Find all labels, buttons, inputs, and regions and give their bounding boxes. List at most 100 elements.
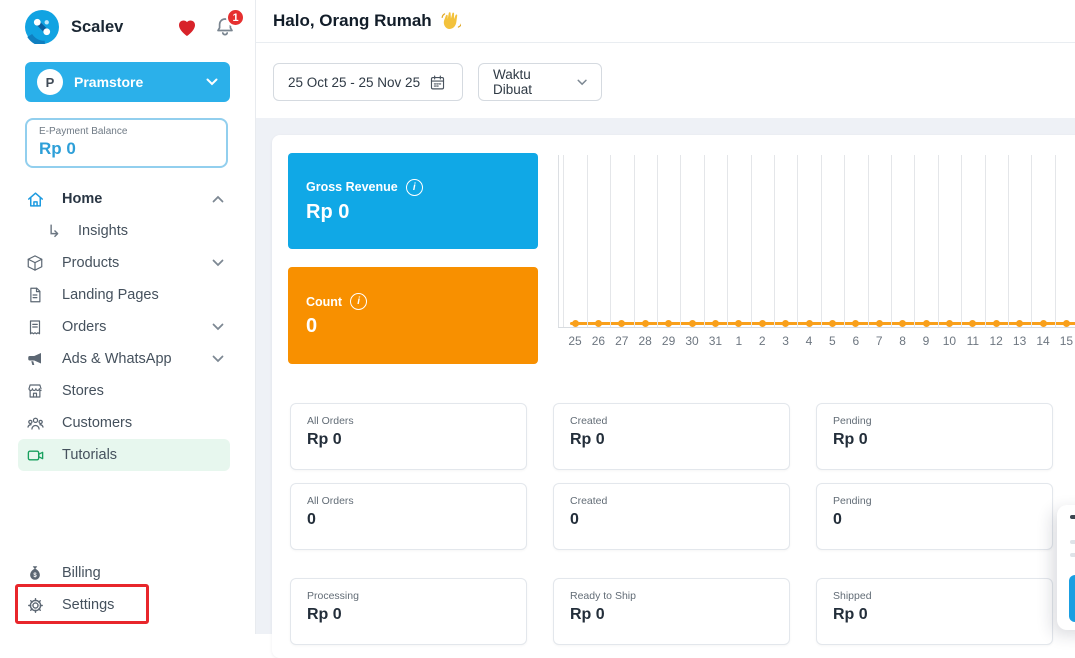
chart-gridline	[1031, 155, 1033, 327]
chart-x-tick-label: 1	[735, 334, 743, 348]
chart-x-tick-label: 10	[942, 334, 957, 348]
toolbar: 25 Oct 25 - 25 Nov 25 Waktu Dibuat	[256, 43, 1075, 118]
sidebar-item-ads-whatsapp[interactable]: Ads & WhatsApp	[0, 343, 256, 375]
chart-x-tick-label: 15	[1059, 334, 1074, 348]
gear-icon	[25, 595, 45, 615]
workspace-selector[interactable]: P Pramstore	[25, 62, 230, 102]
sidebar-item-orders[interactable]: Orders	[0, 311, 256, 343]
time-filter-dropdown[interactable]: Waktu Dibuat	[478, 63, 602, 101]
popup-text-placeholder	[1070, 540, 1075, 544]
epayment-value: Rp 0	[39, 139, 76, 158]
heart-icon[interactable]	[175, 15, 199, 39]
chart-x-tick-label: 26	[591, 334, 606, 348]
chart-x-tick-label: 3	[782, 334, 789, 348]
sidebar-item-tutorials[interactable]: Tutorials	[18, 439, 230, 471]
sidebar-nav: Home ↳ Insights Products Landing Pages	[0, 183, 256, 471]
sidebar-item-customers[interactable]: Customers	[0, 407, 256, 439]
chart-zero-line	[570, 322, 1075, 325]
chart-data-point	[828, 320, 836, 327]
chart-gridline	[750, 155, 752, 327]
stat-card-created-revenue[interactable]: Created Rp 0	[553, 403, 790, 470]
chart-gridline	[914, 155, 916, 327]
time-filter-label: Waktu Dibuat	[493, 67, 533, 97]
chart-gridline	[656, 155, 658, 327]
megaphone-icon	[25, 349, 45, 369]
stat-card-all-orders-count[interactable]: All Orders 0	[290, 483, 527, 550]
chart-data-point	[992, 320, 1000, 327]
chart-x-tick-label: 27	[615, 334, 629, 348]
count-card[interactable]: Count i 0	[288, 267, 538, 364]
chart-x-tick-label: 30	[685, 334, 699, 348]
chart-gridline	[797, 155, 799, 327]
stat-card-created-count[interactable]: Created 0	[553, 483, 790, 550]
stat-card-pending-count[interactable]: Pending 0	[816, 483, 1053, 550]
stat-card-processing[interactable]: Processing Rp 0	[290, 578, 527, 645]
date-range-text: 25 Oct 25 - 25 Nov 25	[288, 74, 421, 90]
info-icon[interactable]: i	[405, 178, 423, 196]
chart-gridline	[610, 155, 612, 327]
chart-data-point	[805, 320, 813, 327]
brand-name: Scalev	[71, 17, 124, 36]
date-range-button[interactable]: 25 Oct 25 - 25 Nov 25	[273, 63, 463, 101]
sidebar-item-settings[interactable]: Settings	[0, 589, 256, 621]
count-label: Count	[306, 294, 343, 309]
stat-card-pending-revenue[interactable]: Pending Rp 0	[816, 403, 1053, 470]
chart-data-point	[594, 320, 602, 327]
chart-x-tick-label: 7	[875, 334, 883, 348]
chart-gridline	[867, 155, 869, 327]
chart-x-tick-label: 5	[829, 334, 836, 348]
scalev-logo-icon[interactable]	[25, 10, 59, 44]
sidebar-item-products[interactable]: Products	[0, 247, 256, 279]
chart-x-tick-label: 28	[638, 334, 652, 348]
main-header: Halo, Orang Rumah	[256, 0, 1075, 43]
chart-data-point	[711, 320, 719, 327]
dashboard-panel: Gross Revenue i Rp 0 Count i 0 25 26 27 28 2	[272, 135, 1075, 658]
sidebar-item-landing-pages[interactable]: Landing Pages	[0, 279, 256, 311]
stat-card-all-orders-revenue[interactable]: All Orders Rp 0	[290, 403, 527, 470]
epayment-balance-card[interactable]: E-Payment Balance Rp 0	[25, 118, 228, 168]
sidebar-bottom-nav: $ Billing Settings	[0, 557, 256, 621]
gross-revenue-label: Gross Revenue	[306, 180, 398, 194]
info-icon[interactable]: i	[350, 293, 368, 310]
popup-action-button[interactable]	[1069, 575, 1075, 622]
chart-data-point	[1062, 320, 1070, 327]
chart-x-tick-label: 6	[852, 334, 860, 348]
chart-data-point	[571, 320, 579, 327]
chart-data-point	[641, 320, 649, 327]
money-bag-icon: $	[25, 563, 45, 583]
sidebar-item-stores[interactable]: Stores	[0, 375, 256, 407]
notification-bell[interactable]: 1	[213, 8, 245, 39]
greeting-text: Halo, Orang Rumah	[273, 10, 432, 30]
chart-data-point	[665, 320, 673, 327]
workspace-name: Pramstore	[74, 74, 144, 90]
content-area: Gross Revenue i Rp 0 Count i 0 25 26 27 28 2	[256, 118, 1075, 658]
revenue-line-chart[interactable]: 25 26 27 28 29 30 31 1 2 3 4 5 6 7 8 9 10 11 12 13 14 15	[558, 153, 1075, 358]
chevron-down-icon	[212, 355, 224, 363]
chart-x-tick-label: 8	[899, 334, 906, 348]
home-icon	[25, 189, 45, 209]
side-popup[interactable]	[1057, 505, 1075, 630]
chevron-down-icon	[212, 259, 224, 267]
chart-x-tick-label: 2	[758, 334, 766, 348]
chart-gridline	[890, 155, 892, 327]
chart-gridline	[563, 155, 565, 327]
stat-card-ready-to-ship[interactable]: Ready to Ship Rp 0	[553, 578, 790, 645]
customers-icon	[25, 413, 45, 433]
sidebar-item-billing[interactable]: $ Billing	[0, 557, 256, 589]
chevron-down-icon	[212, 323, 224, 331]
chart-gridline	[727, 155, 729, 327]
gross-revenue-card[interactable]: Gross Revenue i Rp 0	[288, 153, 538, 249]
sidebar-item-home[interactable]: Home	[0, 183, 256, 215]
calendar-icon	[430, 75, 445, 89]
sidebar-item-insights[interactable]: ↳ Insights	[0, 215, 256, 247]
chart-x-tick-label: 13	[1012, 334, 1027, 348]
epayment-label: E-Payment Balance	[39, 126, 128, 137]
chart-data-point	[969, 320, 977, 327]
chart-data-point	[618, 320, 626, 327]
chart-gridline	[984, 155, 986, 327]
stat-card-shipped[interactable]: Shipped Rp 0	[816, 578, 1053, 645]
main-area: Halo, Orang Rumah 25 Oct 25 - 25 Nov 25 …	[256, 0, 1075, 658]
store-icon	[25, 381, 45, 401]
chart-data-point	[1039, 320, 1047, 327]
chart-x-tick-label: 4	[805, 334, 813, 348]
